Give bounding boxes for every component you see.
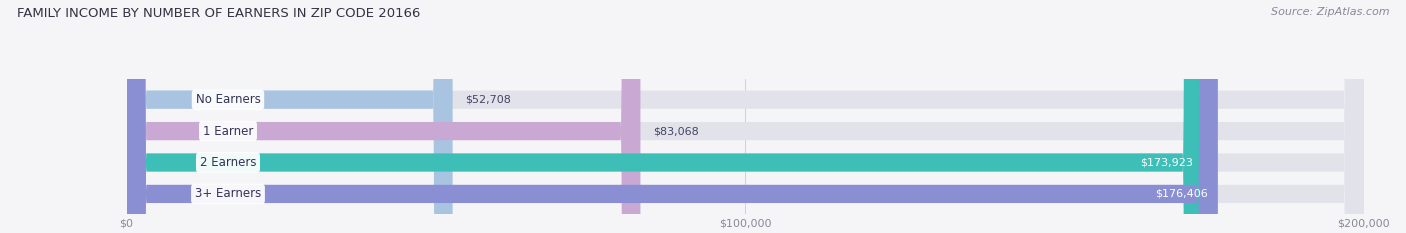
FancyBboxPatch shape [127, 0, 1364, 233]
Text: No Earners: No Earners [195, 93, 260, 106]
FancyBboxPatch shape [127, 0, 1364, 233]
Text: $173,923: $173,923 [1140, 158, 1192, 168]
Text: FAMILY INCOME BY NUMBER OF EARNERS IN ZIP CODE 20166: FAMILY INCOME BY NUMBER OF EARNERS IN ZI… [17, 7, 420, 20]
Text: $83,068: $83,068 [652, 126, 699, 136]
Text: $52,708: $52,708 [465, 95, 510, 105]
FancyBboxPatch shape [127, 0, 640, 233]
FancyBboxPatch shape [127, 0, 1202, 233]
Text: 3+ Earners: 3+ Earners [195, 187, 262, 200]
Text: 1 Earner: 1 Earner [202, 125, 253, 137]
Text: $176,406: $176,406 [1156, 189, 1208, 199]
FancyBboxPatch shape [127, 0, 1218, 233]
Text: Source: ZipAtlas.com: Source: ZipAtlas.com [1271, 7, 1389, 17]
Text: 2 Earners: 2 Earners [200, 156, 256, 169]
FancyBboxPatch shape [127, 0, 453, 233]
FancyBboxPatch shape [127, 0, 1364, 233]
FancyBboxPatch shape [127, 0, 1364, 233]
